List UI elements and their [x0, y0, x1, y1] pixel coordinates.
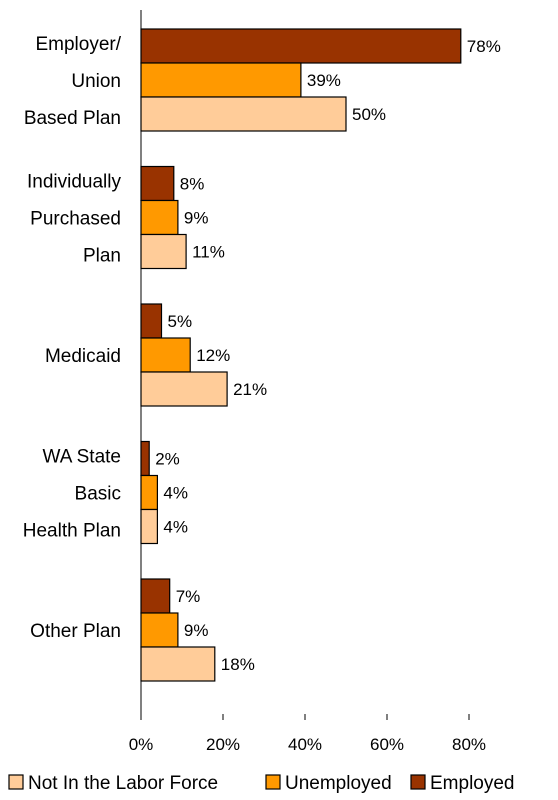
bar-not-in-the-labor-force-4	[140, 646, 216, 682]
legend-swatch	[410, 774, 426, 790]
data-label: 7%	[176, 587, 201, 606]
bar-unemployed-2	[140, 337, 191, 373]
x-tick-label: 20%	[206, 735, 240, 754]
x-tick-label: 80%	[452, 735, 486, 754]
bar-unemployed-0	[140, 62, 302, 98]
data-label: 18%	[221, 655, 255, 674]
category-label: WA State Basic Health Plan	[23, 447, 121, 542]
data-label: 50%	[352, 105, 386, 124]
bar-employed-0	[140, 28, 462, 64]
category-label: Employer/Union Based Plan	[24, 34, 122, 129]
x-tick-label: 40%	[288, 735, 322, 754]
category-label: Other Plan	[30, 621, 121, 642]
bar-employed-4	[140, 578, 171, 614]
category-label: Individually Purchased Plan	[27, 172, 121, 267]
bar-not-in-the-labor-force-2	[140, 371, 228, 407]
legend-swatch	[265, 774, 281, 790]
data-label: 78%	[467, 37, 501, 56]
data-label: 9%	[184, 209, 209, 228]
data-label: 11%	[192, 243, 225, 262]
bar-employed-2	[140, 303, 163, 339]
bar-unemployed-1	[140, 199, 179, 236]
data-label: 12%	[196, 346, 230, 365]
category-label: Medicaid	[45, 346, 121, 367]
bar-not-in-the-labor-force-1	[140, 233, 187, 270]
legend-label: Unemployed	[285, 773, 392, 794]
bar-not-in-the-labor-force-0	[140, 96, 347, 132]
bar-not-in-the-labor-force-3	[140, 508, 158, 545]
data-label: 9%	[184, 621, 209, 640]
data-label: 4%	[163, 484, 188, 503]
legend-label: Employed	[430, 773, 515, 794]
bars-layer	[140, 28, 462, 682]
bar-unemployed-3	[140, 474, 158, 511]
x-axis-ticks: 0% 20% 40% 60% 80%	[129, 714, 486, 754]
bar-unemployed-4	[140, 612, 179, 648]
x-tick-label: 0%	[129, 735, 154, 754]
legend-label: Not In the Labor Force	[28, 773, 218, 794]
legend-swatch	[8, 774, 24, 790]
data-label: 4%	[163, 518, 188, 537]
category-labels-layer: Employer/Union Based Plan Individually Purc…	[23, 34, 122, 642]
data-label: 39%	[307, 71, 341, 90]
legend: Not In the Labor Force Unemployed Employed	[8, 773, 515, 794]
data-label: 2%	[155, 450, 180, 469]
bar-employed-3	[140, 440, 150, 477]
data-label: 21%	[233, 380, 267, 399]
bar-employed-1	[140, 165, 175, 202]
x-tick-label: 60%	[370, 735, 404, 754]
value-labels-layer: 78% 39% 50% 8% 9% 11% 5%12%21% 2% 4% 4% 7% 9% 18%	[155, 37, 501, 674]
data-label: 8%	[180, 175, 205, 194]
data-label: 5%	[168, 312, 193, 331]
